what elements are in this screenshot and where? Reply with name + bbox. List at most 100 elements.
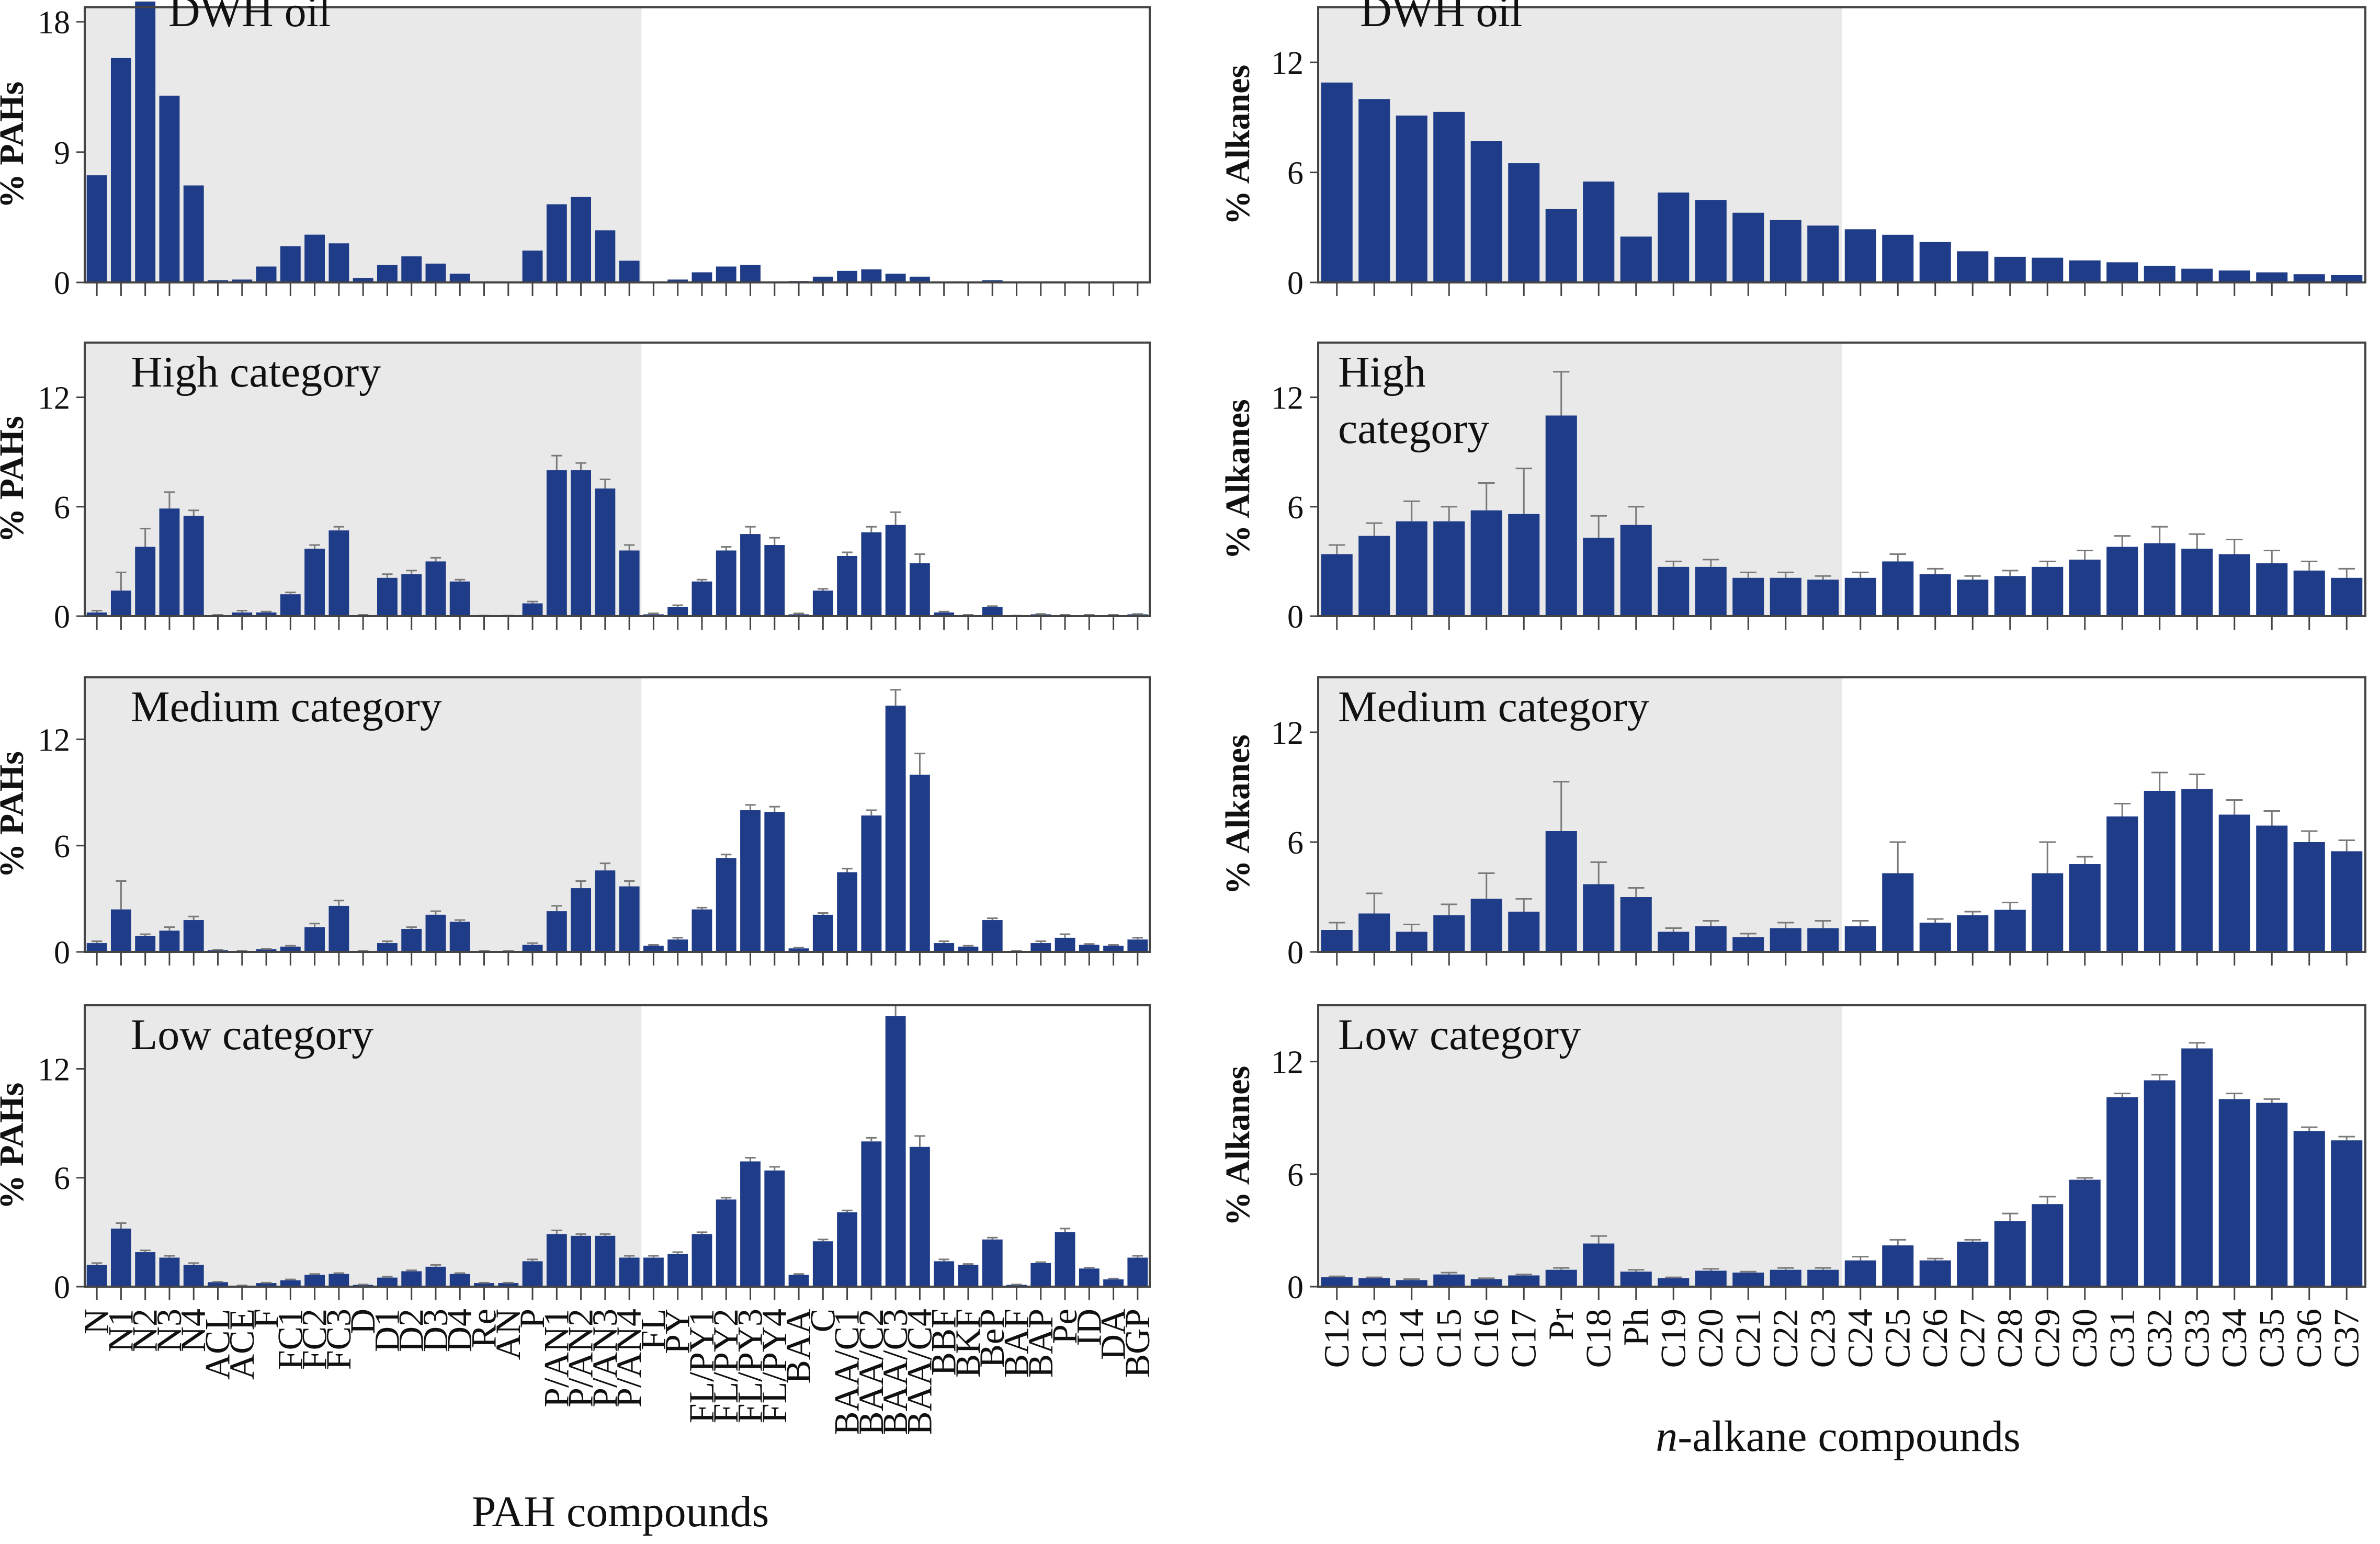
pah-medium-category-bar-d2 bbox=[401, 928, 422, 952]
alkane-high-category-bar-c14 bbox=[1396, 521, 1427, 616]
alkane-high-category-errorbar-c12 bbox=[1329, 544, 1345, 554]
pah-category-label-py: PY bbox=[658, 1309, 697, 1354]
alkane-low-category-errorbar-c16 bbox=[1478, 1277, 1495, 1279]
pah-medium-category-errorbar-baa-c4 bbox=[914, 753, 925, 775]
pah-dwh-oil-y-axis-label: % PAHs bbox=[0, 82, 31, 209]
pah-low-category-errorbar-fl-py4 bbox=[769, 1166, 780, 1171]
pah-category-label-p: P bbox=[512, 1309, 552, 1329]
pah-medium-category-errorbar-d3 bbox=[430, 910, 441, 915]
pah-dwh-oil-bar-n bbox=[86, 175, 107, 282]
pah-dwh-oil-bar-fc2 bbox=[304, 234, 325, 282]
pah-low-category-bar-n3 bbox=[159, 1257, 180, 1287]
pah-medium-category-bar-n1 bbox=[110, 909, 131, 952]
alkane-high-category-bar-c36 bbox=[2293, 570, 2325, 616]
alkane-low-category-errorbar-c36 bbox=[2301, 1126, 2318, 1131]
alkane-high-category-errorbar-pr bbox=[1553, 371, 1570, 416]
pah-dwh-oil-ytick-label-0: 0 bbox=[54, 266, 70, 301]
pah-medium-category-errorbar-baa-c3 bbox=[890, 689, 901, 706]
pah-low-category-bar-da bbox=[1103, 1279, 1124, 1287]
alkane-medium-category-errorbar-c17 bbox=[1515, 898, 1532, 912]
pah-category-label-an: AN bbox=[488, 1309, 528, 1360]
pah-high-category-bar-d4 bbox=[449, 581, 470, 616]
alkane-low-category-errorbar-c13 bbox=[1366, 1276, 1382, 1278]
pah-high-category-bar-n bbox=[86, 612, 107, 616]
pah-medium-category-shaded-region bbox=[85, 677, 642, 952]
alkane-dwh-oil-bar-c23 bbox=[1807, 225, 1839, 282]
alkane-category-label-c21: C21 bbox=[1728, 1309, 1767, 1368]
alkane-category-label-c32: C32 bbox=[2139, 1309, 2179, 1368]
pah-medium-category-bar-fc3 bbox=[328, 905, 349, 952]
pah-medium-category-bar-fl-py4 bbox=[764, 812, 785, 952]
pah-low-category-bar-bgp bbox=[1127, 1257, 1148, 1287]
alkane-high-category-title-line-2: category bbox=[1338, 404, 1489, 453]
alkane-high-category-y-axis-label: % Alkanes bbox=[1219, 399, 1257, 559]
alkane-medium-category-ytick-label-0: 0 bbox=[1287, 935, 1304, 971]
alkane-low-category-errorbar-c14 bbox=[1403, 1278, 1420, 1280]
alkane-low-category-bar-c31 bbox=[2106, 1097, 2138, 1287]
alkane-medium-category-errorbar-c21 bbox=[1740, 933, 1756, 937]
alkane-medium-category-bar-c24 bbox=[1844, 926, 1876, 952]
pah-medium-category-errorbar-p-an4 bbox=[624, 880, 635, 887]
alkane-low-category-errorbar-c20 bbox=[1703, 1268, 1719, 1271]
pah-medium-category-bar-id bbox=[1079, 945, 1100, 952]
pah-category-label-baa: BAA bbox=[778, 1309, 818, 1384]
pah-dwh-oil-bar-fc3 bbox=[328, 243, 349, 282]
alkane-high-category-errorbar-c17 bbox=[1515, 468, 1532, 514]
pah-high-category-ytick-label-12: 12 bbox=[38, 381, 70, 416]
alkane-low-category-y-axis-label: % Alkanes bbox=[1219, 1066, 1257, 1226]
alkane-dwh-oil-bar-c15 bbox=[1433, 111, 1465, 282]
alkane-high-category-bar-c33 bbox=[2181, 548, 2213, 616]
pah-dwh-oil-ytick-label-18: 18 bbox=[38, 5, 70, 41]
alkane-category-label-c30: C30 bbox=[2065, 1309, 2104, 1368]
pah-low-category-bar-c bbox=[812, 1241, 833, 1287]
alkane-high-category-errorbar-c33 bbox=[2189, 533, 2205, 549]
pah-category-label-baa-c4: BAA/C4 bbox=[899, 1309, 939, 1435]
alkane-high-category-errorbar-c18 bbox=[1590, 515, 1607, 538]
pah-medium-category-title: Medium category bbox=[131, 683, 442, 731]
pah-medium-category-bar-n4 bbox=[183, 920, 204, 952]
alkane-high-category-errorbar-c32 bbox=[2151, 526, 2168, 543]
alkane-category-label-c31: C31 bbox=[2102, 1309, 2141, 1368]
alkane-medium-category-errorbar-ph bbox=[1628, 887, 1645, 897]
pah-low-category-errorbar-p-an4 bbox=[624, 1255, 635, 1258]
pah-low-category-errorbar-fl-py2 bbox=[721, 1197, 732, 1200]
pah-medium-category-bar-baa-c2 bbox=[861, 815, 882, 952]
alkane-medium-category-errorbar-c14 bbox=[1403, 924, 1420, 932]
alkane-dwh-oil-ytick-label-0: 0 bbox=[1287, 266, 1304, 301]
alkane-low-category-errorbar-c27 bbox=[1964, 1239, 1981, 1242]
alkane-dwh-oil-bar-c21 bbox=[1732, 212, 1764, 282]
alkane-dwh-oil-bar-c12 bbox=[1321, 82, 1353, 283]
alkane-dwh-oil-bar-c14 bbox=[1396, 115, 1427, 283]
pah-high-category-errorbar-fl-py2 bbox=[721, 546, 732, 551]
pah-high-category-bar-fc1 bbox=[280, 594, 301, 616]
alkane-medium-category-bar-c23 bbox=[1807, 928, 1839, 952]
pah-low-category-bar-baa-c1 bbox=[837, 1212, 858, 1287]
alkane-dwh-oil-bar-c33 bbox=[2181, 268, 2213, 282]
pah-medium-category-bar-d3 bbox=[425, 914, 446, 952]
pah-dwh-oil-title: DWH oil bbox=[168, 0, 331, 36]
alkane-category-label-c15: C15 bbox=[1429, 1309, 1468, 1368]
alkane-medium-category-y-axis-label: % Alkanes bbox=[1219, 734, 1257, 894]
alkane-medium-category-bar-c35 bbox=[2256, 825, 2288, 952]
pah-high-category-bar-baa-c3 bbox=[885, 525, 906, 616]
pah-high-category-bar-p-an3 bbox=[595, 488, 616, 616]
pah-category-label-baa-c3: BAA/C3 bbox=[875, 1309, 915, 1435]
alkane-low-category-bar-c17 bbox=[1508, 1275, 1540, 1287]
alkane-high-category-errorbar-c26 bbox=[1927, 567, 1944, 574]
pah-medium-category-bar-p-an3 bbox=[595, 870, 616, 952]
pah-medium-category-bar-f bbox=[256, 949, 277, 952]
alkane-category-label-c12: C12 bbox=[1317, 1309, 1356, 1368]
alkane-dwh-oil-bar-c20 bbox=[1695, 200, 1727, 282]
alkane-medium-category-errorbar-pr bbox=[1553, 781, 1570, 831]
pah-category-label-fl-py3: FL/PY3 bbox=[730, 1309, 770, 1423]
alkane-low-category-ytick-label-6: 6 bbox=[1287, 1157, 1304, 1193]
pah-medium-category-errorbar-c bbox=[818, 912, 829, 915]
alkane-low-category-errorbar-c29 bbox=[2039, 1196, 2056, 1205]
alkane-low-category-errorbar-c25 bbox=[1889, 1239, 1906, 1246]
pah-low-category-bar-baa-c2 bbox=[861, 1141, 882, 1287]
pah-high-category-errorbar-ace bbox=[236, 610, 247, 613]
alkane-high-category-bar-c18 bbox=[1583, 538, 1615, 616]
pah-medium-category-bar-p bbox=[522, 945, 543, 952]
alkane-medium-category-ytick-label-12: 12 bbox=[1271, 716, 1304, 751]
